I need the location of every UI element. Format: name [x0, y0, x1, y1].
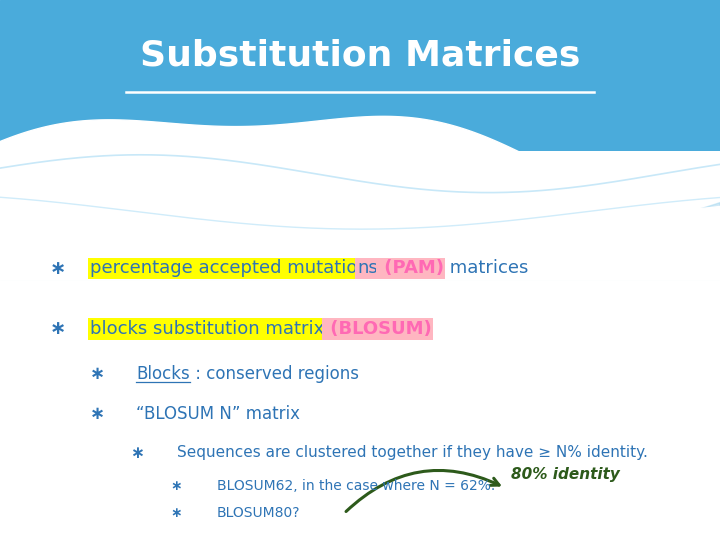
- Text: matrices: matrices: [444, 260, 528, 278]
- Text: (BLOSUM): (BLOSUM): [324, 320, 431, 338]
- FancyArrowPatch shape: [346, 470, 499, 511]
- Text: 80% identity: 80% identity: [511, 467, 621, 482]
- Text: ∗: ∗: [170, 479, 181, 493]
- Text: Sequences are clustered together if they have ≥ N% identity.: Sequences are clustered together if they…: [176, 446, 647, 461]
- Text: ∗: ∗: [170, 507, 181, 521]
- Text: BLOSUM62, in the case where N = 62%.: BLOSUM62, in the case where N = 62%.: [217, 479, 495, 493]
- Text: blocks substitution matrix: blocks substitution matrix: [89, 320, 324, 338]
- Text: Blocks: Blocks: [137, 366, 190, 383]
- Text: : conserved regions: : conserved regions: [190, 366, 359, 383]
- Text: ∗: ∗: [89, 404, 104, 423]
- Text: ∗: ∗: [89, 366, 104, 383]
- Text: BLOSUM80?: BLOSUM80?: [217, 507, 300, 521]
- Text: percentage accepted mutatio: percentage accepted mutatio: [89, 260, 357, 278]
- Text: ∗: ∗: [130, 444, 143, 462]
- Text: (PAM): (PAM): [378, 260, 444, 278]
- Text: Substitution Matrices: Substitution Matrices: [140, 39, 580, 73]
- Text: ns: ns: [357, 260, 378, 278]
- Text: ∗: ∗: [50, 259, 66, 278]
- Text: “BLOSUM N” matrix: “BLOSUM N” matrix: [137, 404, 300, 423]
- Text: ∗: ∗: [50, 320, 66, 339]
